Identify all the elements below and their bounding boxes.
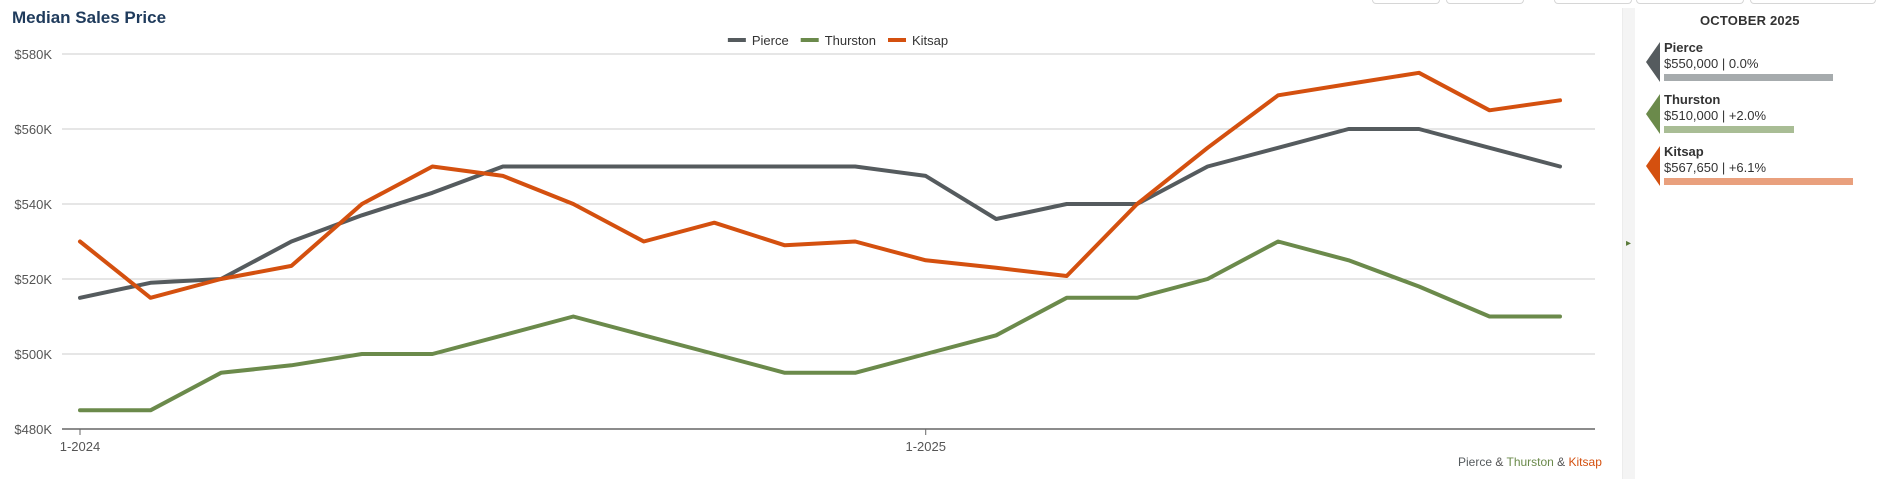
indicator-value: $567,650 | +6.1%	[1664, 160, 1767, 175]
collapse-arrow-icon[interactable]: ▸	[1626, 238, 1632, 249]
line-chart: $480K$500K$520K$540K$560K$580K 1-2024 1-2…	[14, 33, 1595, 454]
y-tick-label: $560K	[14, 122, 52, 137]
y-tick-label: $540K	[14, 197, 52, 212]
indicator-name: Kitsap	[1664, 144, 1704, 159]
x-axis-ticks: 1-2024 1-2025	[60, 429, 946, 454]
y-tick-label: $520K	[14, 272, 52, 287]
side-panel-divider	[1622, 8, 1635, 479]
series-credit: Pierce & Thurston & Kitsap	[1458, 455, 1602, 469]
series-line-pierce	[78, 127, 1562, 300]
indicator-name: Thurston	[1664, 92, 1721, 107]
arrow-left-icon	[1646, 42, 1660, 82]
indicator-bar	[1664, 74, 1833, 81]
toolbar-button-4[interactable]	[1636, 0, 1744, 4]
gridlines	[62, 53, 1595, 430]
credit-separator: &	[1553, 455, 1569, 469]
series-lines	[78, 70, 1562, 413]
indicator-value: $510,000 | +2.0%	[1664, 108, 1767, 123]
credit-kitsap: Kitsap	[1568, 455, 1602, 469]
indicator-name: Pierce	[1664, 40, 1704, 55]
toolbar-button-5[interactable]	[1750, 0, 1876, 4]
series-line-kitsap	[78, 70, 1562, 300]
arrow-left-icon	[1646, 94, 1660, 134]
y-axis-ticks: $480K $500K $520K $540K $560K $580K	[14, 47, 52, 437]
x-tick-label: 1-2024	[60, 439, 100, 454]
arrow-left-icon	[1646, 146, 1660, 186]
chart-legend[interactable]: Pierce Thurston Kitsap	[727, 33, 948, 48]
credit-thurston: Thurston	[1506, 455, 1554, 469]
credit-pierce: Pierce	[1458, 455, 1493, 469]
period-label: OCTOBER 2025	[1700, 13, 1800, 28]
indicator-bar	[1664, 126, 1794, 133]
x-tick-label: 1-2025	[905, 439, 945, 454]
y-tick-label: $480K	[14, 422, 52, 437]
credit-separator: &	[1492, 455, 1507, 469]
legend-label-thurston: Thurston	[825, 33, 876, 48]
y-tick-label: $580K	[14, 47, 52, 62]
chart-title: Median Sales Price	[12, 8, 167, 27]
y-tick-label: $500K	[14, 347, 52, 362]
indicator-bar	[1664, 178, 1853, 185]
legend-label-kitsap: Kitsap	[912, 33, 948, 48]
indicator-value: $550,000 | 0.0%	[1664, 56, 1759, 71]
series-line-thurston	[78, 239, 1562, 413]
legend-label-pierce: Pierce	[752, 33, 789, 48]
